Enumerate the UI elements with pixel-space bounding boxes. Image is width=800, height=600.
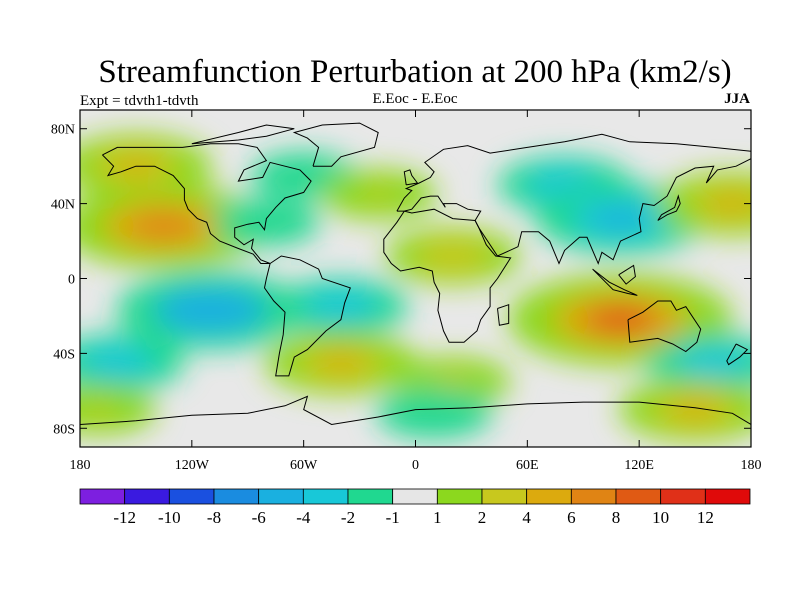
anomaly-core-7 <box>595 207 647 230</box>
colorbar-label-3: -6 <box>252 508 266 527</box>
colorbar-label-10: 6 <box>567 508 576 527</box>
coastline-5 <box>383 208 512 343</box>
lon-tick-label-3: 0 <box>412 458 419 473</box>
lon-tick-label-2: 60W <box>290 458 318 473</box>
coastline-7 <box>627 300 702 353</box>
lon-tick-label-4: 60E <box>516 458 539 473</box>
colorbar-box-5 <box>302 488 349 505</box>
anomaly-core-16 <box>695 354 733 372</box>
colorbar-label-8: 2 <box>478 508 487 527</box>
coastline-4 <box>396 158 751 265</box>
colorbar-label-5: -2 <box>341 508 355 527</box>
colorbar-box-0 <box>79 488 126 505</box>
lat-tick-label-2: 0 <box>68 273 75 288</box>
longitude-axis: 180 120W 60W 0 60E 120E 180 <box>70 110 762 473</box>
colorbar-label-12: 10 <box>652 508 669 527</box>
anomaly-core-12 <box>83 402 114 417</box>
colorbar-label-1: -10 <box>158 508 181 527</box>
colorbar-label-2: -8 <box>207 508 221 527</box>
coastline-2 <box>263 255 351 377</box>
coastline-13 <box>592 268 638 296</box>
colorbar-box-14 <box>704 488 751 505</box>
season-label: JJA <box>724 91 750 107</box>
anomaly-core-8 <box>710 193 751 214</box>
coastline-8 <box>80 395 751 426</box>
anomaly-outer-2 <box>212 199 320 246</box>
colorbar-label-4: -4 <box>296 508 311 527</box>
map-plot-area <box>79 109 752 448</box>
anomaly-core-10 <box>322 297 360 316</box>
experiment-label: Expt = tdvth1-tdvth <box>80 93 199 109</box>
coastline-12 <box>726 343 749 366</box>
coastline-10 <box>403 169 419 186</box>
lon-tick-label-5: 120E <box>624 458 654 473</box>
lat-tick-label-1: 40N <box>51 198 75 213</box>
coastline-6 <box>497 304 510 326</box>
lon-tick-label-1: 120W <box>175 458 210 473</box>
lat-tick-label-4: 80S <box>53 422 75 437</box>
colorbar-box-4 <box>258 488 304 505</box>
colorbar-box-3 <box>213 488 260 505</box>
colorbar-box-10 <box>526 488 572 505</box>
colorbar-box-11 <box>570 488 617 505</box>
latitude-axis: 80N 40N 0 40S 80S <box>51 123 751 437</box>
coastline-0 <box>102 143 312 264</box>
coastline-1 <box>292 122 379 167</box>
lat-tick-label-3: 40S <box>53 347 75 362</box>
colorbar-box-6 <box>347 488 394 505</box>
coastlines <box>80 122 751 426</box>
lat-tick-label-0: 80N <box>51 123 75 138</box>
anomaly-core-11 <box>98 354 136 372</box>
colorbar-box-1 <box>124 488 170 505</box>
anomaly-core-13 <box>318 352 363 373</box>
anomaly-core-17 <box>673 399 718 420</box>
colorbar-label-9: 4 <box>522 508 531 527</box>
lon-tick-label-6: 180 <box>741 458 762 473</box>
anomaly-core-14 <box>437 374 468 389</box>
anomaly-core-5 <box>434 247 472 265</box>
colorbar-label-13: 12 <box>697 508 714 527</box>
coastline-11 <box>657 194 681 221</box>
colorbar-box-7 <box>392 488 438 505</box>
lon-tick-label-0: 180 <box>70 458 91 473</box>
colorbar-box-9 <box>481 488 528 505</box>
colorbar-label-0: -12 <box>113 508 136 527</box>
colorbar-label-6: -1 <box>386 508 400 527</box>
coastline-3 <box>396 133 751 212</box>
difference-label: E.Eoc - E.Eoc <box>372 91 458 107</box>
colorbar-box-2 <box>168 488 215 505</box>
colorbar-box-13 <box>660 488 706 505</box>
colorbar-box-12 <box>615 488 662 505</box>
anomaly-core-15 <box>584 305 657 335</box>
colorbar-label-7: 1 <box>433 508 442 527</box>
coastline-14 <box>618 264 636 285</box>
coastline-9 <box>191 124 295 145</box>
anomaly-core-4 <box>363 186 394 202</box>
colorbar-box-8 <box>436 488 483 505</box>
colorbar-label-11: 8 <box>612 508 621 527</box>
chart-title: Streamfunction Perturbation at 200 hPa (… <box>98 54 732 90</box>
anomaly-core-9 <box>181 298 240 323</box>
anomaly-core-1 <box>131 212 197 240</box>
colorbar: -12 -10 -8 -6 -4 -2 -1 1 2 4 6 8 10 12 <box>79 488 751 527</box>
